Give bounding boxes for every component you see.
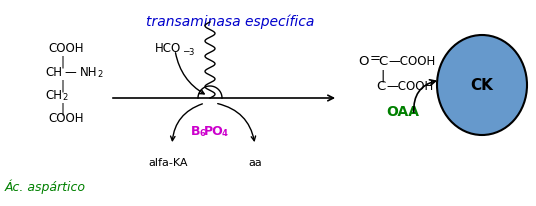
- Text: aa: aa: [248, 158, 262, 168]
- Text: Ác. aspártico: Ác. aspártico: [5, 180, 86, 194]
- Text: OAA: OAA: [386, 105, 419, 119]
- Text: C: C: [378, 55, 387, 68]
- Text: |: |: [380, 69, 384, 82]
- Text: COOH: COOH: [48, 42, 84, 55]
- Text: COOH: COOH: [48, 112, 84, 125]
- Text: |: |: [60, 79, 64, 92]
- Text: CK: CK: [471, 77, 494, 92]
- Text: —COOH: —COOH: [388, 55, 435, 68]
- Text: |: |: [60, 55, 64, 68]
- Text: transaminasa específica: transaminasa específica: [146, 14, 314, 28]
- Text: —: —: [64, 66, 76, 79]
- Text: O: O: [358, 55, 369, 68]
- Text: 6: 6: [199, 129, 205, 138]
- Text: −: −: [182, 46, 190, 55]
- Text: 2: 2: [97, 70, 102, 79]
- Text: 3: 3: [188, 48, 193, 57]
- Text: =: =: [370, 52, 381, 65]
- Text: C: C: [376, 80, 385, 93]
- Text: B: B: [191, 125, 200, 138]
- Text: —COOH: —COOH: [386, 80, 433, 93]
- Text: |: |: [60, 102, 64, 115]
- Text: CH: CH: [45, 66, 62, 79]
- Text: HCO: HCO: [155, 42, 181, 55]
- Text: 4: 4: [222, 129, 228, 138]
- Ellipse shape: [437, 35, 527, 135]
- Text: 2: 2: [62, 93, 67, 102]
- Text: alfa-KA: alfa-KA: [148, 158, 188, 168]
- Text: NH: NH: [80, 66, 98, 79]
- Text: CH: CH: [45, 89, 62, 102]
- Text: PO: PO: [204, 125, 224, 138]
